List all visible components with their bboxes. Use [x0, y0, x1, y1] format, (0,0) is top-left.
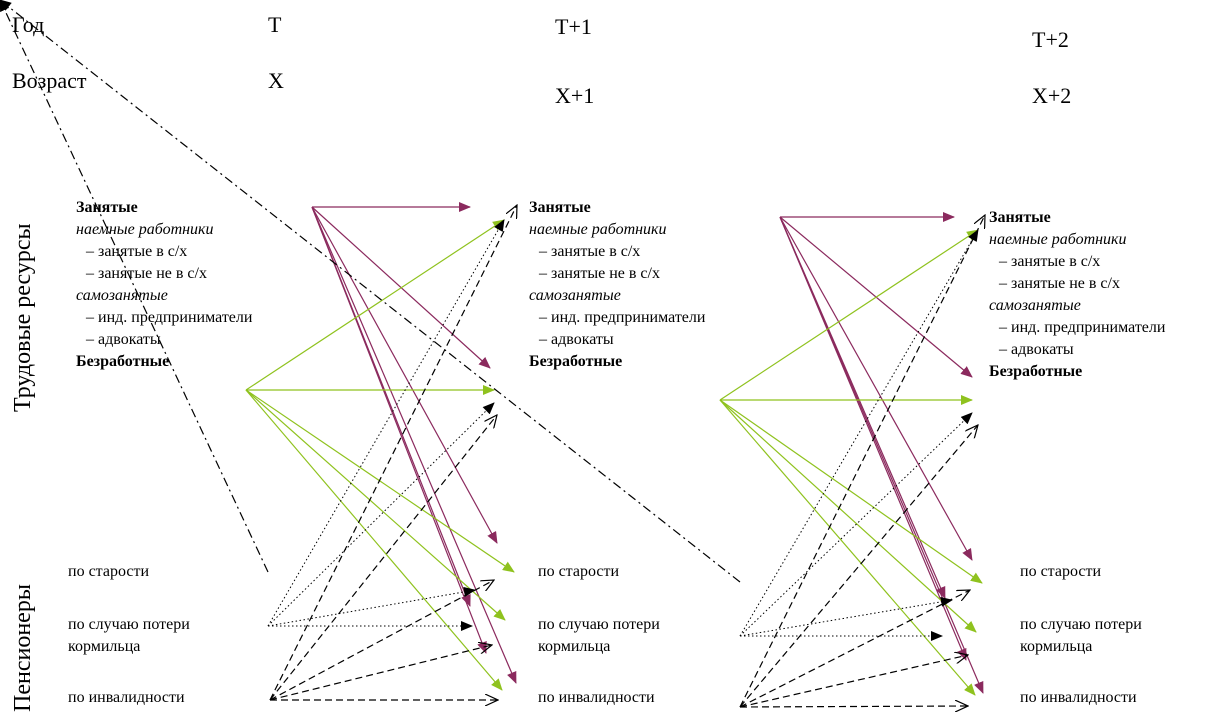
employed-transition-arrow — [311, 206, 498, 544]
disability-transition-arrow — [269, 205, 517, 701]
pension-survivor-line1: по случаю потери — [538, 616, 660, 633]
agri-label: – занятые в с/х — [999, 253, 1101, 270]
pension-survivor-line2: кормильца — [538, 638, 611, 655]
self-employed-label: самозанятые — [529, 287, 621, 304]
pension-disability-t: по инвалидности — [68, 689, 185, 706]
entrepreneurs-label: – инд. предприниматели — [86, 309, 253, 326]
survivor-transition-arrow — [267, 219, 505, 627]
year-label: Год — [12, 12, 45, 37]
hired-label: наемные работники — [529, 221, 667, 238]
disability-transition-arrow — [269, 580, 494, 701]
unemployed-transition-arrow — [245, 389, 506, 621]
unemployed-transition-arrow — [245, 219, 505, 391]
year-t: T — [268, 12, 282, 37]
entrepreneurs-label: – инд. предприниматели — [539, 309, 706, 326]
labor-block-t: Занятые наемные работники – занятые в с/… — [76, 197, 252, 373]
agri-label: – занятые в с/х — [539, 243, 641, 260]
pension-survivor-line1: по случаю потери — [68, 616, 190, 633]
employed-transition-arrow — [779, 216, 973, 561]
pension-disability-t1: по инвалидности — [538, 689, 655, 706]
old-age-transition-arrow — [0, 0, 741, 583]
pension-survivor-t2: по случаю потери кормильца — [1020, 614, 1142, 658]
non-agri-label: – занятые не в с/х — [86, 265, 207, 282]
age-label: Возраст — [12, 68, 87, 93]
lawyers-label: – адвокаты — [999, 341, 1074, 358]
self-employed-label: самозанятые — [76, 287, 168, 304]
pension-disability-t2: по инвалидности — [1020, 689, 1137, 706]
unemployed-label: Безработные — [529, 353, 623, 370]
year-t2: T+2 — [1032, 27, 1069, 52]
age-x2: X+2 — [1032, 83, 1072, 108]
disability-transition-arrow — [739, 655, 968, 708]
unemployed-transition-arrow — [245, 389, 503, 691]
employed-transition-arrow — [311, 206, 517, 684]
employed-label: Занятые — [76, 199, 138, 216]
labor-block-t2: Занятые наемные работники – занятые в с/… — [989, 207, 1165, 383]
lawyers-label: – адвокаты — [86, 331, 161, 348]
survivor-transition-arrow — [267, 402, 495, 627]
pension-survivor-t1: по случаю потери кормильца — [538, 614, 660, 658]
employed-label: Занятые — [529, 199, 591, 216]
hired-label: наемные работники — [989, 231, 1127, 248]
age-x: X — [268, 68, 284, 93]
employed-label: Занятые — [989, 209, 1051, 226]
unemployed-transition-arrow — [245, 389, 515, 573]
disability-transition-arrow — [739, 706, 968, 707]
age-x1: X+1 — [555, 83, 595, 108]
agri-label: – занятые в с/х — [86, 243, 188, 260]
unemployed-transition-arrow — [719, 229, 979, 401]
survivor-transition-arrow — [739, 229, 979, 637]
disability-transition-arrow — [739, 590, 970, 708]
pension-old-age-t: по старости — [68, 563, 150, 580]
unemployed-transition-arrow — [719, 399, 976, 696]
employed-transition-arrow — [311, 206, 487, 654]
disability-transition-arrow — [269, 415, 497, 701]
unemployed-transition-arrow — [719, 399, 983, 584]
survivor-transition-arrow — [739, 412, 973, 637]
old-age-transition-arrow — [0, 0, 269, 573]
pension-survivor-line2: кормильца — [1020, 638, 1093, 655]
unemployed-label: Безработные — [989, 363, 1083, 380]
unemployed-transition-arrow — [719, 399, 977, 633]
non-agri-label: – занятые не в с/х — [539, 265, 660, 282]
pension-survivor-line2: кормильца — [68, 638, 141, 655]
self-employed-label: самозанятые — [989, 297, 1081, 314]
pension-survivor-line1: по случаю потери — [1020, 616, 1142, 633]
disability-transition-arrow — [739, 425, 978, 708]
pension-old-age-t2: по старости — [1020, 563, 1102, 580]
lawyers-label: – адвокаты — [539, 331, 614, 348]
non-agri-label: – занятые не в с/х — [999, 275, 1120, 292]
unemployed-label: Безработные — [76, 353, 170, 370]
disability-transition-arrow — [739, 215, 985, 708]
entrepreneurs-label: – инд. предприниматели — [999, 319, 1166, 336]
employed-transition-arrow — [779, 216, 984, 694]
pension-survivor-t: по случаю потери кормильца — [68, 614, 190, 658]
disability-transition-arrow — [269, 645, 492, 701]
labor-block-t1: Занятые наемные работники – занятые в с/… — [529, 197, 705, 373]
pension-old-age-t1: по старости — [538, 563, 620, 580]
survivor-transition-arrow — [267, 586, 476, 627]
year-t1: T+1 — [555, 14, 592, 39]
hired-label: наемные работники — [76, 221, 214, 238]
